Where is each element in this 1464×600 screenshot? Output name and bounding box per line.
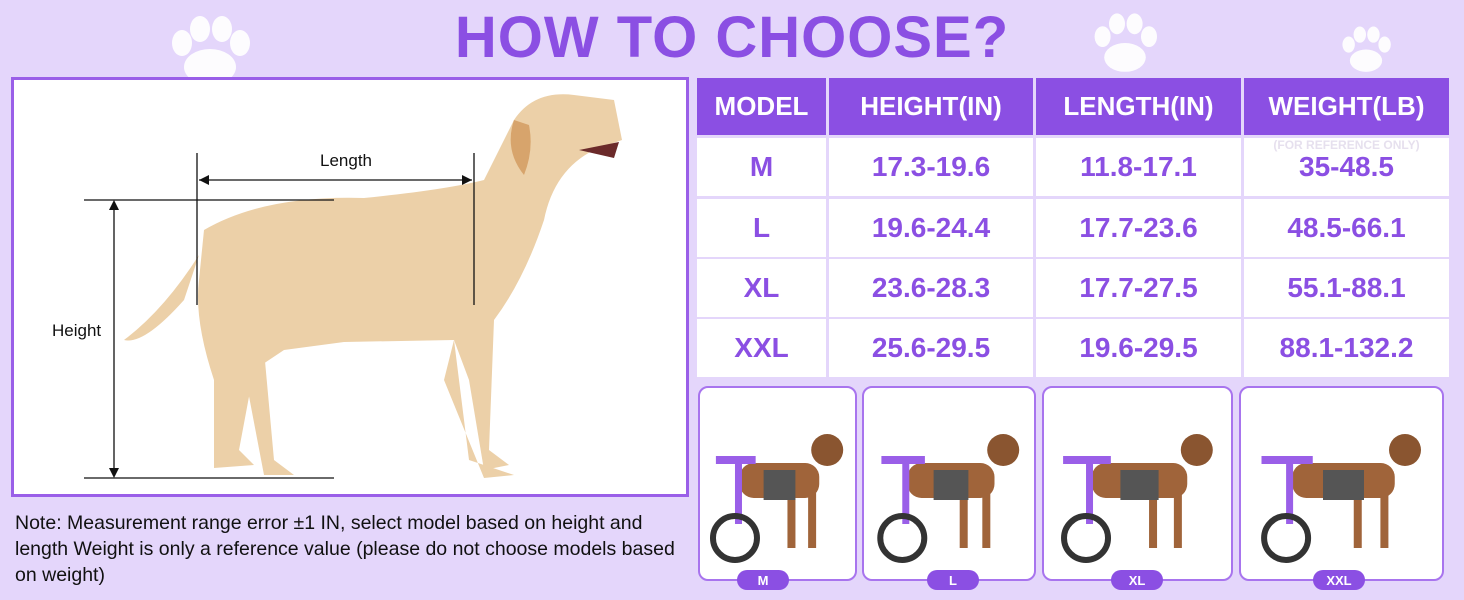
weight-reference-note: (FOR REFERENCE ONLY) [1273, 138, 1420, 152]
paw-icon [1094, 13, 1157, 72]
model-cell: L [697, 199, 826, 257]
dog-wheelchair-photo [877, 434, 1020, 563]
model-card-xl [1042, 386, 1233, 581]
dog-wheelchair-photo [1061, 434, 1213, 563]
model-pill-xl: XL [1111, 570, 1163, 590]
model-card-xxl [1239, 386, 1444, 581]
paw-icon [1342, 26, 1391, 72]
table-cell: 88.1-132.2 [1244, 319, 1449, 377]
length-label: Length [320, 151, 372, 170]
header-height: HEIGHT(IN) [829, 78, 1033, 135]
paw-icon [172, 16, 250, 85]
model-cell: XXL [697, 319, 826, 377]
model-card-m [698, 386, 857, 581]
table-cell: 23.6-28.3 [829, 259, 1033, 317]
header-model: MODEL [697, 78, 826, 135]
dog-wheelchair-photo [709, 434, 844, 563]
model-pill-m: M [737, 570, 789, 590]
table-cell: 17.7-27.5 [1036, 259, 1241, 317]
model-cell: XL [697, 259, 826, 317]
dog-illustration [84, 94, 622, 479]
table-cell: 35-48.5 [1244, 138, 1449, 196]
measurement-diagram: Length Height [11, 77, 689, 497]
table-cell: 17.3-19.6 [829, 138, 1033, 196]
model-card-l [862, 386, 1036, 581]
header-length: LENGTH(IN) [1036, 78, 1241, 135]
table-cell: 55.1-88.1 [1244, 259, 1449, 317]
table-cell: 25.6-29.5 [829, 319, 1033, 377]
table-cell: 19.6-24.4 [829, 199, 1033, 257]
measurement-note: Note: Measurement range error ±1 IN, sel… [15, 512, 675, 586]
model-pill-l: L [927, 570, 979, 590]
model-cell: M [697, 138, 826, 196]
table-cell: 19.6-29.5 [1036, 319, 1241, 377]
table-cell: 17.7-23.6 [1036, 199, 1241, 257]
model-pill-xxl: XXL [1313, 570, 1365, 590]
dog-wheelchair-photo [1261, 434, 1421, 563]
header-weight: WEIGHT(LB) [1244, 78, 1449, 135]
table-cell: 11.8-17.1 [1036, 138, 1241, 196]
table-cell: 48.5-66.1 [1244, 199, 1449, 257]
page-title: HOW TO CHOOSE? [454, 5, 1010, 70]
height-label: Height [52, 321, 102, 340]
